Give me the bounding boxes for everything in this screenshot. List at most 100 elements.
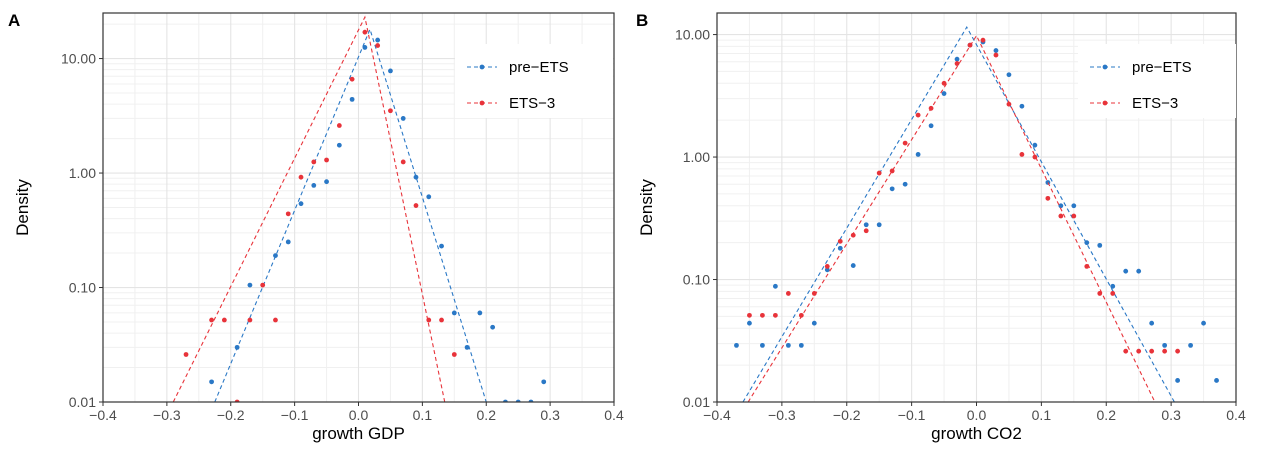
data-point <box>1175 378 1181 383</box>
y-tick-label: 0.01 <box>69 394 96 410</box>
data-point <box>798 312 804 318</box>
y-tick-label: 0.10 <box>683 272 710 288</box>
data-point <box>1006 72 1012 78</box>
x-tick-label: −0.3 <box>153 407 181 423</box>
series-ets-3 <box>172 15 457 402</box>
legend-label: ETS−3 <box>1132 95 1178 112</box>
data-point <box>1084 240 1090 246</box>
data-point <box>209 379 214 385</box>
data-point <box>336 142 342 148</box>
data-point <box>1188 342 1193 348</box>
x-axis-title: growth CO2 <box>931 424 1022 443</box>
data-point <box>1136 268 1142 274</box>
data-point <box>863 228 869 234</box>
data-point <box>772 312 778 318</box>
data-point <box>1071 213 1077 219</box>
x-tick-label: 0.2 <box>477 407 497 423</box>
data-point <box>477 310 483 316</box>
data-point <box>811 291 817 296</box>
data-point <box>375 37 381 43</box>
x-tick-label: 0.3 <box>1161 407 1181 423</box>
data-point <box>221 317 227 323</box>
x-tick-label: 0.0 <box>967 407 987 423</box>
data-point <box>811 320 817 326</box>
data-point <box>439 243 444 249</box>
data-point <box>234 344 240 350</box>
data-point <box>954 61 960 66</box>
data-point <box>451 352 457 357</box>
data-point <box>1071 203 1077 209</box>
legend-label: ETS−3 <box>509 95 555 112</box>
series-ets-3 <box>747 34 1181 402</box>
data-point <box>400 159 406 165</box>
y-axis-title: Density <box>637 179 656 236</box>
data-point <box>954 56 960 62</box>
data-point <box>1162 348 1168 354</box>
data-point <box>362 29 368 35</box>
fit-line <box>747 34 1156 402</box>
data-point <box>285 239 291 245</box>
data-point <box>311 182 317 188</box>
data-point <box>1149 320 1155 326</box>
data-point <box>889 168 895 174</box>
panel-a: −0.4 −0.3 −0.2 −0.1 0.0 0.1 0.2 0.3 0.4 0.01 0.10 1… <box>8 11 624 443</box>
fit-line <box>742 26 1175 402</box>
x-tick-label: 0.0 <box>349 407 369 423</box>
data-point <box>324 157 329 163</box>
data-point <box>1058 203 1064 209</box>
x-tick-label: −0.2 <box>833 407 861 423</box>
data-point <box>349 96 355 102</box>
series-pre-ets <box>209 27 547 402</box>
data-point <box>490 324 496 330</box>
data-point <box>941 91 947 96</box>
data-point <box>760 342 765 348</box>
data-point <box>1097 242 1103 248</box>
x-tick-label: −0.3 <box>768 407 796 423</box>
fit-line <box>214 27 487 402</box>
data-point <box>941 80 947 86</box>
data-point <box>285 211 291 217</box>
data-point <box>993 52 999 58</box>
data-point <box>1162 342 1168 348</box>
data-point <box>541 379 547 385</box>
data-point <box>336 123 342 128</box>
legend-label: pre−ETS <box>509 59 569 76</box>
x-tick-label: −0.1 <box>898 407 926 423</box>
data-point <box>349 76 355 82</box>
data-point <box>209 317 214 323</box>
data-point <box>734 342 739 348</box>
data-point <box>980 37 986 43</box>
data-point <box>1136 348 1142 354</box>
data-point <box>915 152 921 157</box>
data-point <box>747 320 752 326</box>
data-point <box>413 174 419 180</box>
y-tick-label: 0.01 <box>683 394 710 410</box>
data-point <box>451 310 457 316</box>
data-point <box>1110 291 1116 296</box>
data-point <box>863 222 869 228</box>
y-tick-label: 0.10 <box>69 280 96 296</box>
legend: pre−ETS ETS−3 <box>455 44 613 118</box>
data-point <box>1097 291 1103 296</box>
panel-border <box>102 12 615 403</box>
x-tick-label: −0.1 <box>281 407 309 423</box>
data-point <box>426 194 432 200</box>
data-point <box>915 112 921 118</box>
data-point <box>1019 103 1025 109</box>
data-point <box>928 123 934 129</box>
legend: pre−ETS ETS−3 <box>1078 44 1236 118</box>
data-point <box>464 344 470 350</box>
data-point <box>798 342 804 348</box>
data-point <box>247 317 253 323</box>
data-point <box>1058 213 1064 219</box>
data-point <box>902 140 908 146</box>
data-point <box>1149 348 1155 354</box>
data-point <box>1045 195 1051 201</box>
data-point <box>311 159 317 165</box>
x-tick-label: 0.4 <box>604 407 624 423</box>
legend-key-point <box>1102 64 1108 70</box>
data-point <box>1201 320 1206 326</box>
data-point <box>388 68 393 74</box>
data-point <box>439 317 444 323</box>
